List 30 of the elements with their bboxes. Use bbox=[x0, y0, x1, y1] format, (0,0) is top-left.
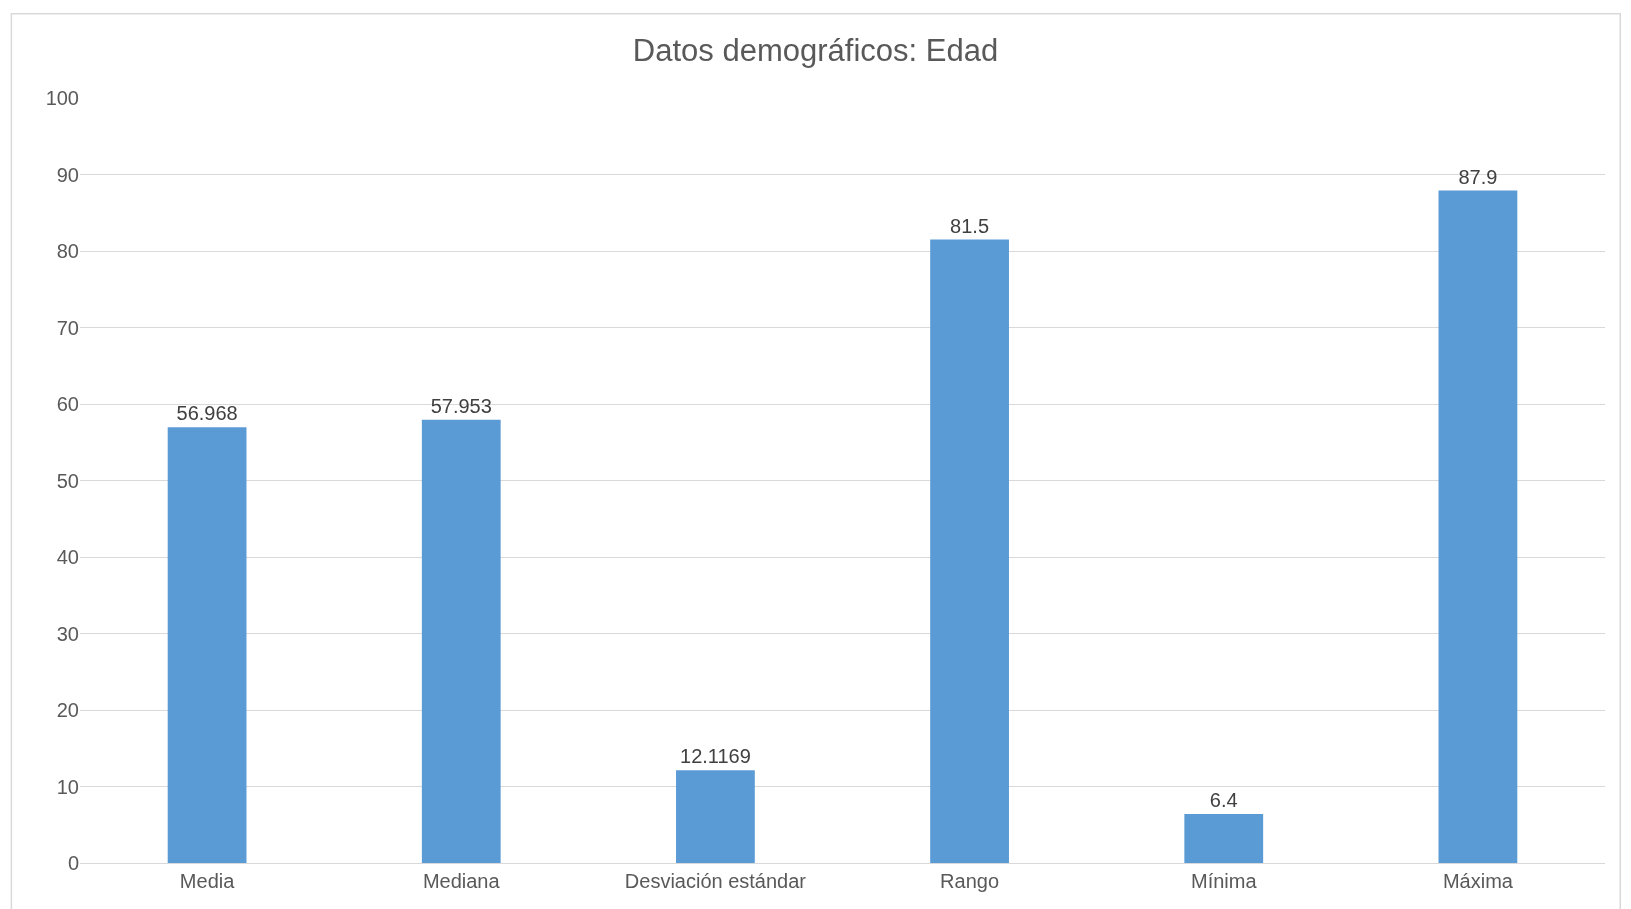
data-label: 12.1169 bbox=[680, 745, 751, 768]
x-tick-label: Máxima bbox=[1442, 870, 1514, 892]
y-tick-label: 90 bbox=[56, 163, 79, 186]
y-tick-label: 20 bbox=[56, 699, 79, 721]
chart-title: Datos demográficos: Edad bbox=[632, 32, 999, 68]
y-tick-label: 100 bbox=[45, 87, 79, 109]
bar bbox=[1184, 814, 1264, 863]
data-label: 81.5 bbox=[950, 214, 990, 237]
data-label: 6.4 bbox=[1209, 789, 1238, 812]
x-tick-label: Mínima bbox=[1190, 870, 1258, 892]
data-label: 57.953 bbox=[430, 394, 492, 417]
x-tick-label: Rango bbox=[940, 870, 1000, 892]
bar bbox=[421, 419, 501, 863]
data-label: 56.968 bbox=[176, 402, 238, 425]
y-tick-label: 80 bbox=[56, 240, 79, 262]
bar bbox=[167, 427, 247, 863]
x-tick-label: Media bbox=[179, 870, 236, 892]
bar bbox=[1438, 190, 1518, 863]
y-tick-label: 40 bbox=[56, 546, 79, 568]
x-tick-label: Desviación estándar bbox=[624, 870, 807, 892]
y-tick-label: 30 bbox=[56, 622, 79, 645]
y-tick-label: 50 bbox=[56, 469, 79, 492]
bar bbox=[676, 770, 755, 863]
y-tick-label: 0 bbox=[67, 852, 79, 874]
x-tick-label: Mediana bbox=[422, 870, 501, 892]
y-tick-label: 10 bbox=[56, 775, 79, 798]
bar bbox=[930, 239, 1009, 863]
y-tick-label: 70 bbox=[56, 316, 79, 339]
y-tick-label: 60 bbox=[56, 393, 79, 415]
data-label: 87.9 bbox=[1458, 165, 1498, 188]
